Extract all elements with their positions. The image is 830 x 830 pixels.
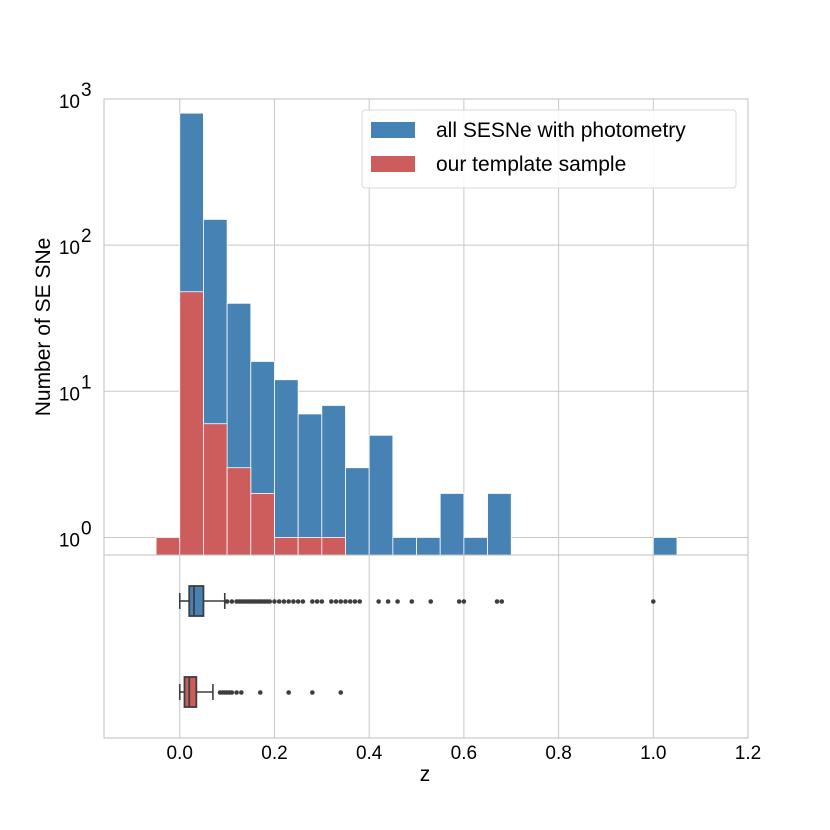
- outlier-point: [291, 599, 296, 604]
- histogram-bar-template: [155, 537, 181, 556]
- outlier-point: [333, 599, 339, 604]
- boxplot-gridlines: [179, 555, 749, 738]
- legend-label: our template sample: [436, 153, 626, 176]
- y-tick-exponent: 2: [81, 226, 92, 247]
- boxplot-frame: [103, 554, 749, 739]
- histogram-bar-template: [203, 423, 228, 556]
- outlier-point: [310, 599, 315, 604]
- outlier-point: [257, 690, 263, 695]
- outlier-point: [385, 599, 391, 604]
- outlier-point: [376, 599, 381, 604]
- outlier-point: [338, 690, 344, 695]
- histogram-bar-all: [652, 537, 678, 556]
- outlier-point: [229, 690, 235, 695]
- outlier-point: [286, 690, 291, 695]
- legend-label: all SESNe with photometry: [436, 119, 686, 142]
- outlier-point: [347, 599, 353, 604]
- box: [183, 676, 198, 708]
- outlier-point: [281, 599, 287, 604]
- outlier-point: [499, 599, 505, 604]
- histogram-bar-all: [392, 537, 417, 556]
- y-tick-exponent: 3: [81, 80, 92, 101]
- histogram-bar-all: [368, 434, 394, 556]
- outlier-point: [357, 599, 363, 604]
- histogram-bar-template: [321, 537, 346, 556]
- x-tick-label: 0.8: [545, 743, 571, 764]
- y-tick-label: 10: [59, 238, 80, 259]
- histogram-bar-template: [297, 537, 323, 556]
- x-tick-label: 0.0: [167, 743, 193, 764]
- histogram-bar-template: [179, 291, 204, 556]
- outlier-point: [286, 599, 291, 604]
- outlier-point: [494, 599, 500, 604]
- histogram-bar-all: [416, 537, 441, 556]
- x-tick-label: 0.6: [451, 743, 477, 764]
- boxplot-template: [178, 676, 344, 708]
- histogram-bar-all: [345, 467, 370, 556]
- histogram-bar-template: [250, 493, 275, 556]
- y-tick-label: 10: [59, 530, 80, 551]
- x-tick-label: 1.2: [735, 743, 761, 764]
- legend-box: [361, 109, 737, 189]
- legend-swatch: [371, 122, 415, 138]
- x-tick-label: 0.2: [261, 743, 287, 764]
- boxplot-panel: 0.0 0.2 0.4 0.6 0.8 1.0 1.2: [103, 554, 762, 764]
- histogram-bar-template: [226, 467, 252, 556]
- y-tick-exponent: 0: [81, 518, 92, 539]
- boxplots: [178, 585, 656, 708]
- histogram-bar-all: [463, 537, 488, 556]
- outlier-point: [276, 599, 282, 604]
- x-tick-label: 0.4: [356, 743, 383, 764]
- histogram-bar-template: [274, 537, 299, 556]
- histogram-bar-all: [487, 493, 512, 556]
- legend: all SESNe with photometry our template sa…: [361, 109, 737, 189]
- outlier-point: [456, 599, 462, 604]
- x-axis-label: z: [420, 763, 431, 786]
- outlier-point: [267, 599, 273, 604]
- outlier-point: [295, 599, 301, 604]
- outlier-point: [338, 599, 344, 604]
- histogram-bar-all: [439, 493, 465, 556]
- histogram-bar-all: [321, 405, 346, 556]
- outlier-point: [314, 599, 320, 604]
- histogram-bar-all: [297, 413, 323, 556]
- outlier-point: [300, 599, 306, 604]
- boxplot-all: [178, 585, 656, 617]
- histogram-bar-all: [274, 379, 299, 556]
- outlier-point: [229, 599, 235, 604]
- outlier-point: [239, 690, 244, 695]
- outlier-point: [319, 599, 325, 604]
- legend-swatch: [371, 156, 415, 172]
- outlier-point: [224, 599, 230, 604]
- outlier-point: [650, 599, 656, 604]
- outlier-point: [310, 690, 315, 695]
- x-tick-labels: 0.0 0.2 0.4 0.6 0.8 1.0 1.2: [167, 743, 762, 764]
- y-tick-label: 10: [59, 384, 80, 405]
- y-tick-label: 10: [59, 92, 80, 113]
- outlier-point: [272, 599, 277, 604]
- y-axis-label: Number of SE SNe: [32, 238, 55, 417]
- outlier-point: [328, 599, 334, 604]
- outlier-point: [352, 599, 358, 604]
- y-tick-exponent: 1: [81, 372, 92, 393]
- box: [188, 585, 205, 617]
- outlier-point: [409, 599, 415, 604]
- outlier-point: [234, 690, 239, 695]
- outlier-point: [461, 599, 467, 604]
- x-tick-label: 1.0: [640, 743, 666, 764]
- outlier-point: [343, 599, 348, 604]
- outlier-point: [395, 599, 400, 604]
- outlier-point: [428, 599, 434, 604]
